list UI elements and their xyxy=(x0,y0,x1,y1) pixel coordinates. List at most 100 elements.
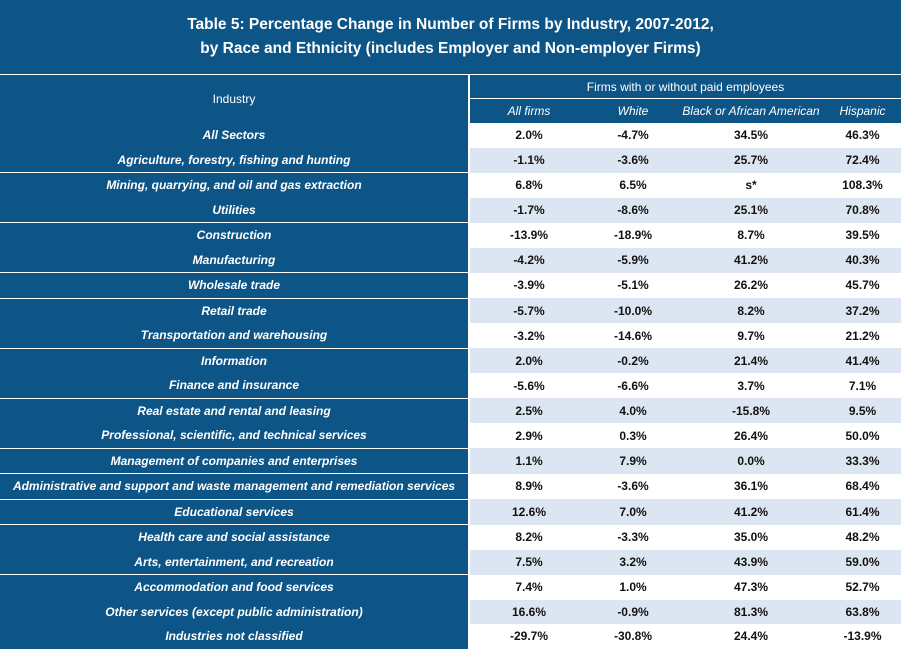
value-hispanic: 9.5% xyxy=(824,398,901,423)
industry-cell: Wholesale trade xyxy=(0,272,470,299)
value-all-firms: 12.6% xyxy=(469,499,588,525)
value-hispanic: -13.9% xyxy=(843,629,882,644)
value-black: 34.5% xyxy=(733,128,769,143)
value-black: 41.2% xyxy=(678,247,824,273)
industry-cell: All Sectors xyxy=(0,123,470,148)
value-white: 7.9% xyxy=(588,448,678,474)
table-row: Finance and insurance -5.6% -6.6% 3.7% 7.1% xyxy=(0,373,901,399)
table-row: Information 2.0% -0.2% 21.4% 41.4% xyxy=(0,348,901,373)
value-hispanic: 63.8% xyxy=(824,599,901,624)
table-row: Arts, entertainment, and recreation 7.5% 3… xyxy=(0,549,901,575)
industry-cell: Transportation and warehousing xyxy=(0,323,470,349)
value-hispanic: 68.4% xyxy=(845,479,880,494)
value-all-firms: 8.2% xyxy=(515,530,543,544)
value-all-firms: -1.7% xyxy=(469,197,588,223)
value-white: -3.6% xyxy=(617,479,649,494)
value-black: 25.7% xyxy=(678,147,824,173)
value-white: 3.2% xyxy=(588,549,678,575)
value-hispanic: 40.3% xyxy=(824,247,901,273)
value-black: 43.9% xyxy=(678,549,824,575)
table-row: Transportation and warehousing -3.2% -14.6… xyxy=(0,323,901,349)
header-industry: Industry xyxy=(0,75,470,123)
industry-cell: Accommodation and food services xyxy=(0,574,470,600)
value-white: -0.2% xyxy=(588,348,678,373)
value-all-firms: 2.5% xyxy=(469,398,588,423)
value-black: 3.7% xyxy=(737,378,765,393)
value-white: 7.0% xyxy=(588,499,678,525)
value-all-firms: -29.7% xyxy=(509,629,549,644)
value-white: -0.9% xyxy=(588,599,678,624)
value-hispanic: 45.7% xyxy=(845,278,880,293)
value-black: 81.3% xyxy=(678,599,824,624)
value-hispanic: 41.4% xyxy=(824,348,901,373)
value-hispanic: 7.1% xyxy=(848,378,877,393)
value-all-firms: 16.6% xyxy=(469,599,588,624)
value-black: 41.2% xyxy=(678,499,824,525)
value-white: -18.9% xyxy=(613,228,653,242)
table-row: Professional, scientific, and technical … xyxy=(0,423,901,449)
value-hispanic: 50.0% xyxy=(845,428,880,443)
value-hispanic: 33.3% xyxy=(824,448,901,474)
value-black: 8.2% xyxy=(678,298,824,323)
value-hispanic: 70.8% xyxy=(824,197,901,223)
industry-cell: Mining, quarrying, and oil and gas extra… xyxy=(0,172,470,198)
table-row: Administrative and support and waste man… xyxy=(0,473,901,500)
value-all-firms: -4.2% xyxy=(469,247,588,273)
value-all-firms: 6.8% xyxy=(515,178,543,192)
value-white: -14.6% xyxy=(613,328,653,343)
header-white: White xyxy=(588,98,678,123)
table-row: Real estate and rental and leasing 2.5% 4.… xyxy=(0,398,901,423)
value-all-firms: 2.0% xyxy=(469,348,588,373)
value-all-firms: -5.6% xyxy=(513,378,545,393)
title-line-2: by Race and Ethnicity (includes Employer… xyxy=(200,40,701,57)
value-hispanic: 46.3% xyxy=(845,128,880,143)
value-white: -5.9% xyxy=(588,247,678,273)
value-black: 21.4% xyxy=(678,348,824,373)
value-black: s* xyxy=(745,178,757,192)
value-black: 0.0% xyxy=(678,448,824,474)
industry-cell: Arts, entertainment, and recreation xyxy=(0,549,470,575)
value-white: -10.0% xyxy=(588,298,678,323)
value-hispanic: 39.5% xyxy=(845,228,880,242)
value-white: -5.1% xyxy=(617,278,649,293)
table-row: Educational services 12.6% 7.0% 41.2% 61.4% xyxy=(0,499,901,525)
table-title: Table 5: Percentage Change in Number of … xyxy=(0,0,901,74)
value-all-firms: 1.1% xyxy=(469,448,588,474)
value-hispanic: 59.0% xyxy=(824,549,901,575)
value-black: 8.7% xyxy=(737,228,765,242)
value-hispanic: 37.2% xyxy=(824,298,901,323)
table-row: Construction -13.9% -18.9% 8.7% 39.5% xyxy=(0,222,901,248)
table-row: Accommodation and food services 7.4% 1.0% 4… xyxy=(0,574,901,600)
industry-cell: Real estate and rental and leasing xyxy=(0,398,470,423)
table-row: All Sectors 2.0% -4.7% 34.5% 46.3% xyxy=(0,123,901,148)
table-row: Other services (except public administra… xyxy=(0,599,901,624)
industry-cell: Construction xyxy=(0,222,470,248)
table-row: Mining, quarrying, and oil and gas extra… xyxy=(0,172,901,198)
value-white: -6.6% xyxy=(617,378,649,393)
value-white: -3.6% xyxy=(588,147,678,173)
table-row: Utilities -1.7% -8.6% 25.1% 70.8% xyxy=(0,197,901,223)
value-all-firms: 2.9% xyxy=(515,428,543,443)
header-group: Firms with or without paid employees xyxy=(469,75,901,99)
table-row: Agriculture, forestry, fishing and hunti… xyxy=(0,147,901,173)
table-row: Industries not classified -29.7% -30.8% 24.… xyxy=(0,624,901,649)
table-row: Management of companies and enterprises 1… xyxy=(0,448,901,474)
value-hispanic: 21.2% xyxy=(845,328,880,343)
industry-cell: Industries not classified xyxy=(0,624,470,649)
value-black: 35.0% xyxy=(733,530,769,544)
table-row: Health care and social assistance 8.2% -3.… xyxy=(0,524,901,550)
value-all-firms: 7.4% xyxy=(515,580,543,594)
industry-cell: Administrative and support and waste man… xyxy=(0,473,470,500)
value-black: 26.2% xyxy=(733,278,769,293)
header-hispanic: Hispanic xyxy=(824,98,901,123)
value-hispanic: 108.3% xyxy=(842,178,883,192)
value-hispanic: 52.7% xyxy=(845,580,880,594)
industry-cell: Information xyxy=(0,348,470,373)
header-black: Black or African American xyxy=(678,98,824,123)
value-white: -4.7% xyxy=(617,128,649,143)
header-all-firms: All firms xyxy=(469,98,588,123)
value-white: 0.3% xyxy=(619,428,647,443)
value-hispanic: 48.2% xyxy=(845,530,880,544)
data-table: Industry Firms with or without paid empl… xyxy=(0,75,901,649)
title-line-1: Table 5: Percentage Change in Number of … xyxy=(187,16,714,33)
